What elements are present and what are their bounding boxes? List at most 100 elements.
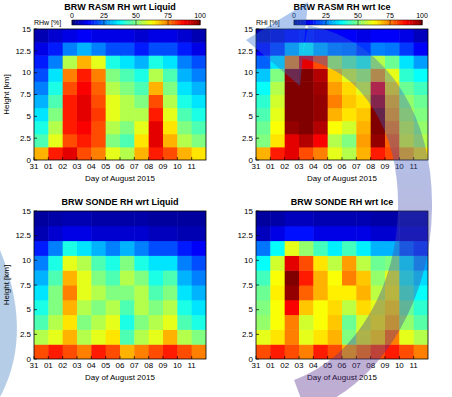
x-tick — [342, 157, 343, 160]
cell — [328, 68, 343, 82]
cell — [134, 270, 149, 285]
cell — [256, 147, 271, 160]
y-tick — [256, 116, 259, 117]
colorbar-swatch — [396, 20, 400, 25]
cell — [385, 68, 400, 82]
cell — [163, 344, 178, 359]
cell — [328, 270, 343, 285]
cell — [149, 81, 164, 95]
x-tick — [77, 356, 78, 359]
cell — [91, 121, 106, 135]
cell — [63, 315, 78, 330]
colorbar-swatch — [136, 20, 140, 25]
cell — [328, 226, 343, 241]
cell — [399, 108, 414, 122]
colorbar-swatch — [403, 20, 407, 25]
colorbar-tick-label: 50 — [354, 12, 362, 19]
x-tick-label: 09 — [381, 361, 390, 370]
cell — [414, 121, 428, 135]
x-tick-label: 04 — [87, 361, 96, 370]
y-tick — [34, 285, 37, 286]
cell — [285, 270, 300, 285]
cell — [342, 29, 357, 43]
cell — [177, 55, 192, 69]
cell — [399, 255, 414, 270]
cell — [285, 95, 300, 109]
cell — [91, 226, 106, 241]
cell — [371, 134, 386, 148]
cell — [270, 211, 285, 226]
cell — [177, 226, 192, 241]
colorbar-swatch — [178, 20, 182, 25]
cell — [371, 95, 386, 109]
y-axis-title: Height [km] — [2, 74, 11, 114]
cell — [163, 81, 178, 95]
cell — [34, 42, 49, 56]
cell — [385, 329, 400, 344]
cell — [385, 255, 400, 270]
cell — [285, 241, 300, 256]
cell — [371, 68, 386, 82]
colorbar-swatch — [412, 20, 416, 25]
x-tick — [105, 356, 106, 359]
x-tick-label: 07 — [130, 361, 139, 370]
x-tick — [284, 356, 285, 359]
colorbar-frame — [294, 20, 422, 25]
cell — [77, 211, 92, 226]
cell — [256, 329, 271, 344]
y-tick-label: 5 — [249, 112, 254, 121]
x-tick — [77, 157, 78, 160]
cell — [91, 344, 106, 359]
cell — [134, 68, 149, 82]
colorbar-swatch — [126, 20, 130, 25]
x-tick-label: 08 — [144, 162, 153, 171]
cell — [313, 241, 328, 256]
x-tick — [399, 157, 400, 160]
cell — [299, 270, 314, 285]
colorbar-tick-label: 100 — [194, 12, 206, 19]
x-tick-label: 07 — [352, 162, 361, 171]
colorbar-swatch — [146, 20, 150, 25]
arrow-body — [300, 42, 415, 396]
cell — [342, 81, 357, 95]
x-tick — [48, 356, 49, 359]
cell — [34, 134, 49, 148]
cell — [414, 329, 428, 344]
cell — [299, 108, 314, 122]
x-tick-label: 03 — [73, 162, 82, 171]
y-tick-label: 15 — [22, 207, 31, 216]
y-tick — [34, 309, 37, 310]
cell — [63, 95, 78, 109]
cell — [163, 108, 178, 122]
cell — [342, 55, 357, 69]
cell — [328, 134, 343, 148]
panel-title: BRW SONDE RH wrt Liquid — [62, 197, 179, 207]
cells — [34, 211, 206, 359]
cell — [163, 241, 178, 256]
cell — [414, 42, 428, 56]
cell — [414, 68, 428, 82]
cell — [34, 226, 49, 241]
cell — [106, 300, 121, 315]
colorbar-swatch — [168, 20, 172, 25]
colorbar-tick — [136, 20, 137, 25]
cell — [163, 329, 178, 344]
x-tick — [91, 356, 92, 359]
frame — [256, 29, 428, 160]
x-tick — [256, 157, 257, 160]
cell — [48, 300, 63, 315]
cell — [91, 108, 106, 122]
y-tick — [34, 72, 37, 73]
cell — [63, 42, 78, 56]
cell — [34, 241, 49, 256]
x-tick-label: 05 — [101, 361, 110, 370]
x-tick-label: 05 — [323, 162, 332, 171]
y-tick — [34, 116, 37, 117]
x-tick-label: 10 — [395, 361, 404, 370]
colorbar-swatch — [377, 20, 381, 25]
cell — [414, 241, 428, 256]
y-tick-label: 15 — [244, 207, 253, 216]
colorbar-swatch — [194, 20, 198, 25]
cell — [163, 68, 178, 82]
cell — [120, 241, 135, 256]
